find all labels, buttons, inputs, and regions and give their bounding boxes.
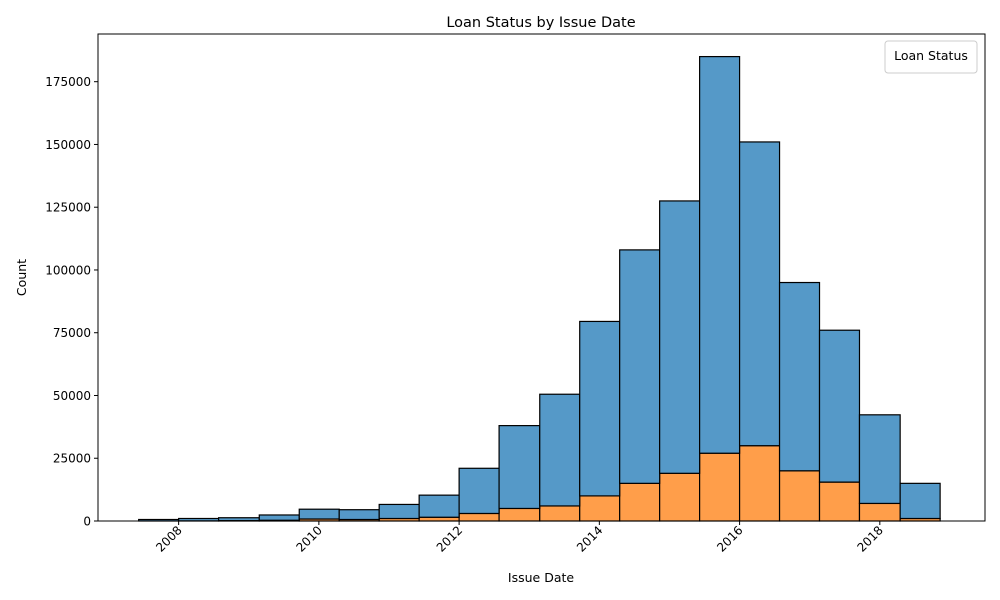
bar-series1-bin9 bbox=[498, 425, 541, 510]
x-tick-label-1: 2010 bbox=[293, 523, 324, 554]
y-tick-label-6: 150000 bbox=[45, 138, 91, 152]
bar-series0-bin17 bbox=[818, 481, 861, 522]
x-tick-label-0: 2008 bbox=[153, 523, 184, 554]
x-tick-label-5: 2018 bbox=[854, 523, 885, 554]
chart-title: Loan Status by Issue Date bbox=[446, 15, 635, 31]
plot-frame bbox=[97, 33, 986, 522]
bar-series1-bin14 bbox=[699, 55, 741, 454]
bar-series1-bin3 bbox=[258, 514, 300, 521]
bar-series0-bin10 bbox=[539, 505, 581, 522]
bar-series1-bin4 bbox=[298, 508, 340, 520]
bar-series1-bin2 bbox=[218, 517, 260, 522]
x-tick-label-3: 2014 bbox=[574, 523, 605, 554]
legend-title: Loan Status bbox=[894, 48, 968, 63]
y-tick-label-3: 75000 bbox=[53, 326, 91, 340]
bar-series1-bin13 bbox=[659, 200, 701, 474]
y-tick-label-2: 50000 bbox=[53, 389, 91, 403]
bar-series0-bin12 bbox=[619, 482, 661, 522]
bar-series1-bin12 bbox=[619, 249, 661, 484]
y-tick-label-7: 175000 bbox=[45, 75, 91, 89]
legend-box bbox=[884, 40, 978, 74]
bar-series1-bin18 bbox=[858, 414, 901, 505]
bar-series0-bin16 bbox=[778, 470, 821, 522]
bar-series1-bin7 bbox=[418, 494, 460, 518]
bar-series0-bin13 bbox=[659, 472, 701, 522]
y-tick-label-4: 100000 bbox=[45, 263, 91, 277]
bar-series1-bin10 bbox=[539, 393, 581, 507]
y-axis: 0 25000 50000 75000 100000 125000 150000 175000 bbox=[45, 75, 98, 529]
bar-series1-bin16 bbox=[778, 281, 821, 472]
bar-series1-bin6 bbox=[378, 503, 420, 520]
y-tick-label-5: 125000 bbox=[45, 201, 91, 215]
y-tick-label-1: 25000 bbox=[53, 452, 91, 466]
x-axis: 2008 2010 2012 2014 2016 2018 bbox=[153, 521, 886, 555]
bar-series0-bin8 bbox=[458, 512, 500, 522]
bar-series0-bin14 bbox=[699, 452, 741, 522]
bar-series1-bin8 bbox=[458, 467, 500, 515]
bar-series0-bin15 bbox=[738, 445, 781, 522]
x-tick-label-2: 2012 bbox=[434, 523, 465, 554]
bar-series1-bin11 bbox=[579, 320, 621, 497]
bar-series1-bin5 bbox=[338, 509, 380, 521]
x-tick-label-4: 2016 bbox=[714, 523, 745, 554]
bar-series0-bin18 bbox=[858, 502, 901, 522]
bar-series1-bin15 bbox=[738, 141, 781, 447]
y-axis-label: Count bbox=[14, 259, 29, 296]
bars-layer bbox=[138, 55, 941, 522]
bar-series0-bin11 bbox=[579, 495, 621, 522]
x-axis-label: Issue Date bbox=[508, 570, 574, 585]
bar-series1-bin17 bbox=[818, 329, 861, 483]
legend: Loan Status bbox=[884, 40, 978, 74]
bar-series0-bin9 bbox=[498, 507, 541, 522]
y-tick-label-0: 0 bbox=[83, 515, 91, 529]
bar-series1-bin19 bbox=[899, 482, 941, 520]
